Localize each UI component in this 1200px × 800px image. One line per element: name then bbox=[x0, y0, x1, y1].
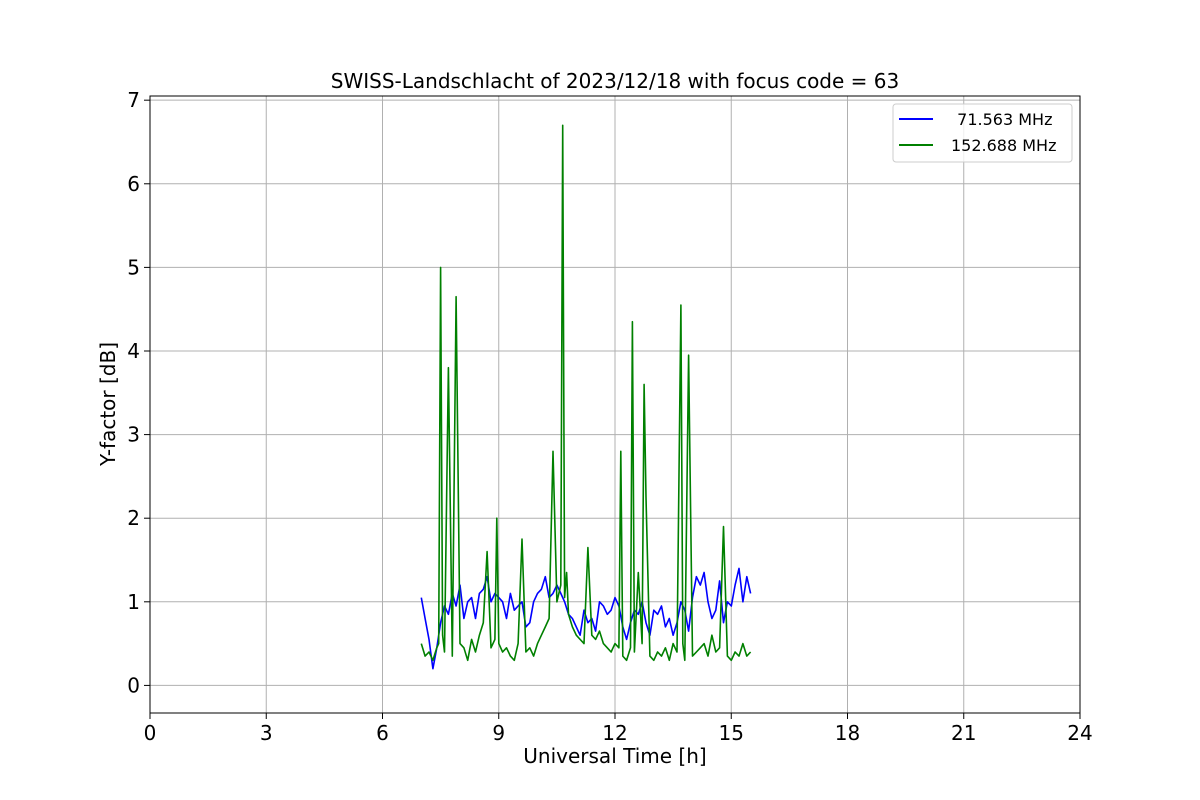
series-layer bbox=[420, 124, 752, 670]
x-tick-label: 24 bbox=[1067, 721, 1092, 745]
y-tick-label: 4 bbox=[127, 339, 140, 363]
y-tick-label: 1 bbox=[127, 590, 140, 614]
series-line-1 bbox=[420, 567, 752, 670]
legend-label-series-1: 71.563 MHz bbox=[947, 110, 1052, 129]
x-tick-label: 6 bbox=[376, 721, 389, 745]
x-tick-label: 15 bbox=[719, 721, 744, 745]
legend-box bbox=[892, 103, 1073, 163]
y-axis-label: Y-factor [dB] bbox=[96, 342, 120, 467]
y-tick-label: 5 bbox=[127, 255, 140, 279]
x-tick-label: 18 bbox=[835, 721, 860, 745]
x-axis-label: Universal Time [h] bbox=[523, 744, 706, 768]
series-line-2 bbox=[420, 124, 752, 662]
x-tick-label: 3 bbox=[260, 721, 273, 745]
legend: 71.563 MHz 152.688 MHz bbox=[892, 103, 1073, 163]
x-tick-label: 0 bbox=[144, 721, 157, 745]
chart-title: SWISS-Landschlacht of 2023/12/18 with fo… bbox=[331, 69, 899, 93]
y-tick-label: 0 bbox=[127, 673, 140, 697]
x-tick-label: 21 bbox=[951, 721, 976, 745]
y-tick-label: 3 bbox=[127, 423, 140, 447]
y-tick-label: 7 bbox=[127, 88, 140, 112]
y-tick-label: 6 bbox=[127, 172, 140, 196]
x-tick-label: 12 bbox=[602, 721, 627, 745]
y-tick-label: 2 bbox=[127, 506, 140, 530]
x-tick-label: 9 bbox=[492, 721, 505, 745]
legend-label-series-2: 152.688 MHz bbox=[951, 136, 1056, 155]
